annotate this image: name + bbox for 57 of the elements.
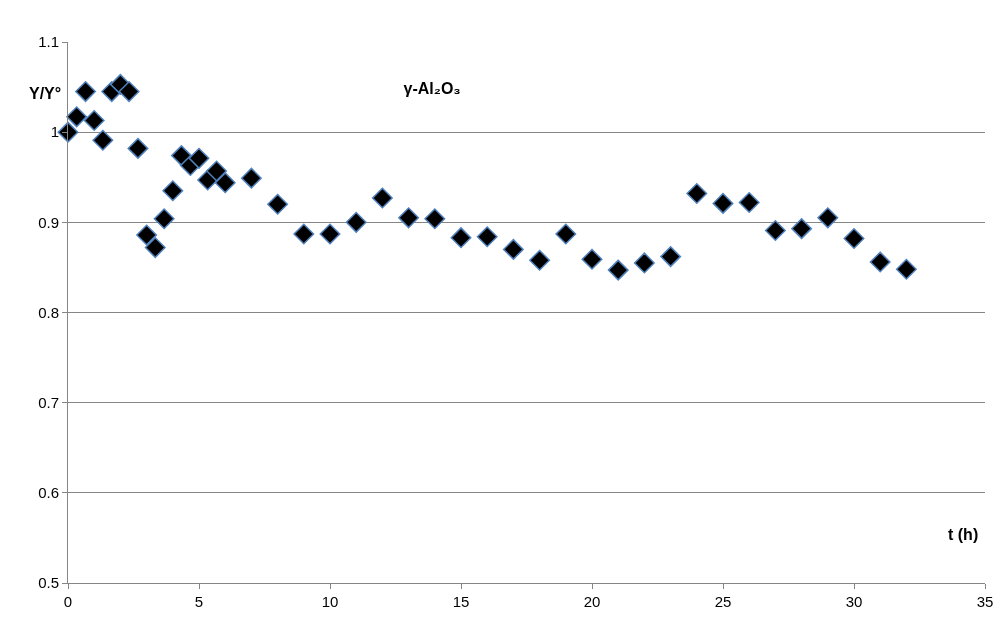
point bbox=[791, 218, 813, 240]
point bbox=[502, 238, 524, 260]
text: γ-Al₂O₃ bbox=[403, 79, 461, 97]
point bbox=[92, 129, 114, 151]
point bbox=[75, 81, 97, 103]
point bbox=[83, 109, 105, 131]
point bbox=[371, 187, 393, 209]
point bbox=[450, 227, 472, 249]
point bbox=[118, 81, 140, 103]
point bbox=[66, 106, 88, 128]
point bbox=[633, 252, 655, 274]
point bbox=[424, 208, 446, 230]
x-tick-label: 30 bbox=[845, 593, 863, 610]
point bbox=[869, 251, 891, 273]
point bbox=[660, 246, 682, 268]
point bbox=[206, 160, 228, 182]
point bbox=[144, 237, 166, 259]
x-tick-label: 35 bbox=[976, 593, 994, 610]
y-tick-label: 0.5 bbox=[38, 574, 59, 592]
point bbox=[581, 248, 603, 270]
point bbox=[843, 228, 865, 250]
point bbox=[136, 224, 158, 246]
point bbox=[345, 211, 367, 233]
point bbox=[319, 223, 341, 245]
x-tick-label: 20 bbox=[583, 593, 601, 610]
x-tick-label: 0 bbox=[63, 593, 73, 610]
point bbox=[555, 223, 577, 245]
y-tick-label: 0.6 bbox=[38, 484, 59, 502]
x-tick-label: 5 bbox=[194, 593, 204, 610]
point bbox=[153, 208, 175, 230]
x-tick-label: 25 bbox=[714, 593, 732, 610]
y-tick-label: 1.1 bbox=[38, 33, 59, 51]
point bbox=[293, 223, 315, 245]
point bbox=[607, 259, 629, 281]
point bbox=[712, 192, 734, 214]
point bbox=[529, 249, 551, 271]
point bbox=[817, 207, 839, 229]
point bbox=[162, 180, 184, 202]
point bbox=[895, 258, 917, 280]
point bbox=[214, 172, 236, 194]
point bbox=[764, 219, 786, 241]
y-tick-label: 0.8 bbox=[38, 303, 59, 321]
x-axis-title: t (h) bbox=[948, 526, 979, 543]
point bbox=[267, 193, 289, 215]
point bbox=[240, 167, 262, 189]
point bbox=[398, 207, 420, 229]
point bbox=[686, 182, 708, 204]
point bbox=[188, 147, 210, 169]
point bbox=[738, 192, 760, 213]
y-tick-label: 1 bbox=[50, 123, 59, 141]
x-tick-label: 15 bbox=[452, 593, 470, 610]
y-tick-label: 0.9 bbox=[38, 213, 59, 231]
y-axis-title: Y/Y° bbox=[29, 85, 62, 102]
y-tick-label: 0.7 bbox=[38, 393, 59, 411]
point bbox=[476, 226, 498, 248]
point bbox=[127, 137, 149, 159]
x-tick-label: 10 bbox=[321, 593, 339, 610]
